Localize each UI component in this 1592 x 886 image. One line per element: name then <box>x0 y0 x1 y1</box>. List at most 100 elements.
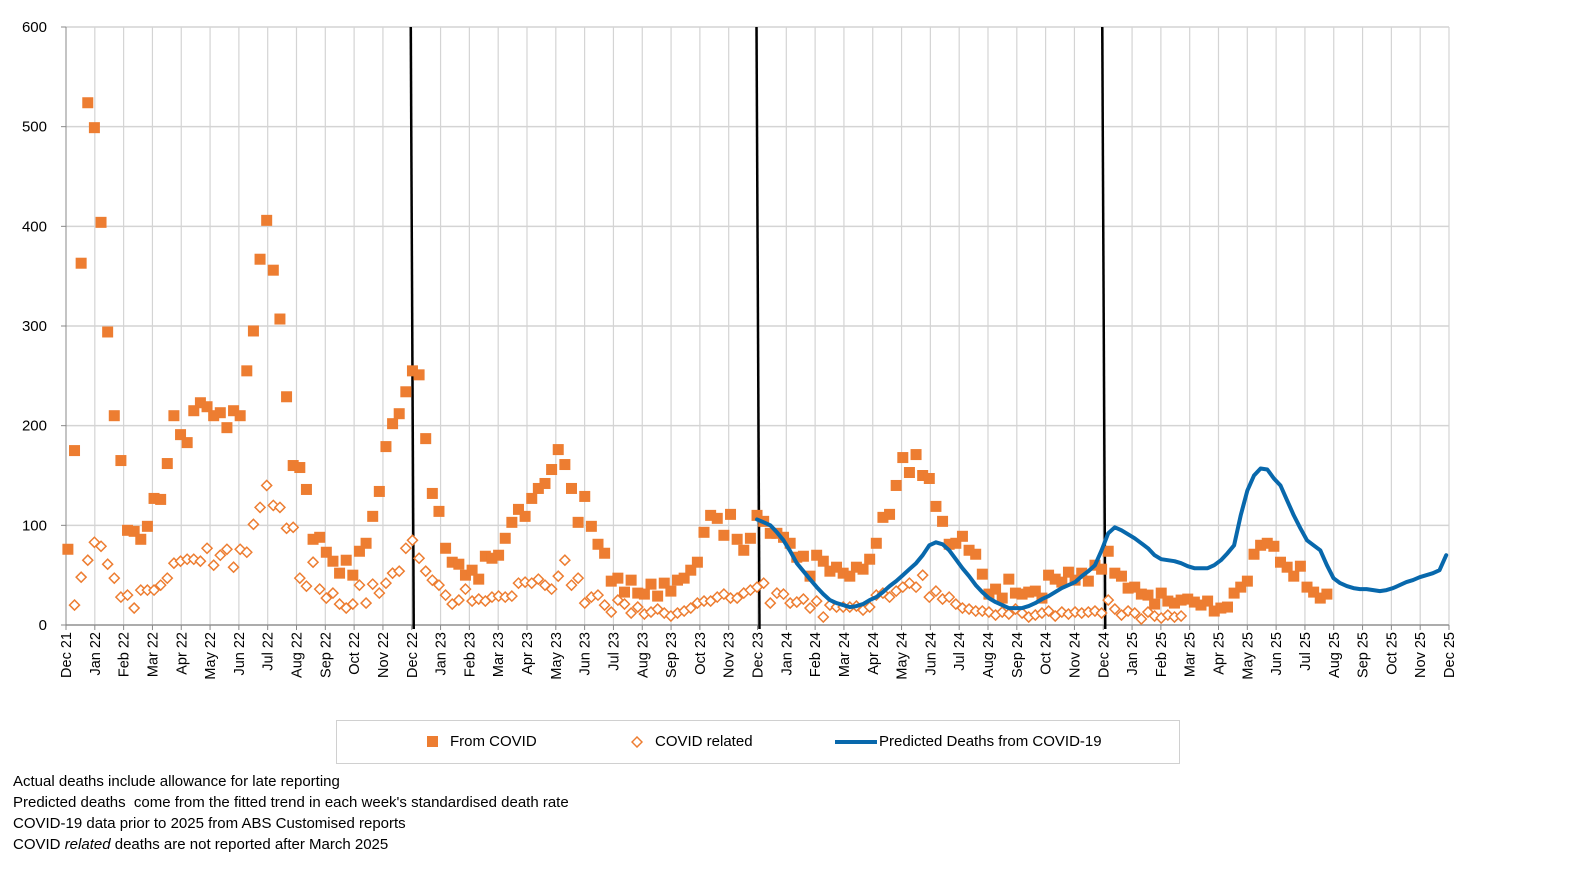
covid-related-point <box>240 546 253 559</box>
covid-related-point <box>313 583 326 596</box>
from-covid-point <box>466 564 478 576</box>
vertical-markers <box>409 26 1107 630</box>
from-covid-point <box>877 511 889 523</box>
covid-related-point <box>618 598 631 611</box>
x-tick-label: Mar 24 <box>837 632 853 677</box>
covid-related-point <box>1141 605 1155 619</box>
from-covid-point <box>685 564 697 576</box>
note-text: deaths are not reported after March 2025 <box>110 836 389 853</box>
x-tick-label: Dec 22 <box>405 632 421 678</box>
from-covid-point <box>744 532 756 544</box>
covid-related-point <box>472 593 485 606</box>
from-covid-point <box>108 410 120 422</box>
from-covid-point <box>824 565 836 577</box>
from-covid-point <box>1062 566 1074 578</box>
chart: 0 100 200 300 400 500 600 Dec 21 Jan 22 Feb 22 Ma… <box>22 19 1458 680</box>
from-covid-point <box>857 563 869 575</box>
from-covid-point <box>459 569 471 581</box>
covid-related-point <box>757 577 770 590</box>
from-covid-point <box>705 509 717 521</box>
covid-related-point <box>75 571 88 584</box>
from-covid-point <box>499 532 511 544</box>
from-covid-point <box>811 549 823 561</box>
covid-related-point <box>439 589 452 602</box>
x-tick-label: Jun 25 <box>1269 632 1285 676</box>
from-covid-point <box>519 510 531 522</box>
covid-related-point <box>863 600 876 614</box>
covid-related-point <box>909 581 923 594</box>
x-tick-label: May 23 <box>549 632 565 680</box>
from-covid-point <box>360 537 372 549</box>
covid-related-point <box>293 572 306 585</box>
from-covid-point <box>1208 605 1220 617</box>
from-covid-point <box>254 253 266 265</box>
legend-item-predicted: Predicted Deaths from COVID-19 <box>835 733 1102 750</box>
covid-related-point <box>1135 612 1148 626</box>
x-tick-label: Jan 25 <box>1125 632 1141 676</box>
from-covid-point <box>387 418 399 430</box>
from-covid-point <box>334 567 346 579</box>
covid-related-point <box>287 521 300 534</box>
from-covid-point <box>1281 561 1293 573</box>
covid-related-point <box>764 597 777 610</box>
from-covid-point <box>976 568 988 580</box>
from-covid-point <box>181 437 193 449</box>
covid-related-point <box>214 549 227 562</box>
from-covid-point <box>128 525 140 537</box>
from-covid-point <box>585 520 597 532</box>
from-covid-point <box>168 410 180 422</box>
x-tick-label: Jun 22 <box>232 632 248 676</box>
from-covid-point <box>1023 586 1035 598</box>
covid-related-point <box>631 600 644 614</box>
x-tick-label: Jan 23 <box>434 632 450 676</box>
from-covid-point <box>897 452 909 464</box>
from-covid-point <box>353 545 365 557</box>
x-tick-label: Sep 22 <box>318 632 334 678</box>
x-axis: Dec 21 Jan 22 Feb 22 Mar 22 Apr 22 May 22 Jun … <box>59 624 1458 680</box>
from-covid-point <box>1149 598 1161 610</box>
x-tick-label: Mar 22 <box>145 632 161 677</box>
from-covid-point <box>446 556 458 568</box>
from-covid-point <box>1096 563 1108 575</box>
from-covid-point <box>281 391 293 403</box>
covid-related-point <box>1055 605 1068 619</box>
covid-related-point <box>393 565 406 578</box>
covid-related-point <box>273 501 286 514</box>
from-covid-point <box>1195 599 1207 611</box>
from-covid-point <box>440 542 452 554</box>
from-covid-point <box>148 492 160 504</box>
covid-related-point <box>1102 594 1115 607</box>
x-tick-label: Nov 24 <box>1067 632 1083 678</box>
from-covid-point <box>1175 594 1187 606</box>
x-tick-label: Apr 23 <box>520 632 536 675</box>
x-tick-label: Oct 22 <box>347 632 363 675</box>
covid-related-point <box>161 572 174 585</box>
x-tick-label: Apr 22 <box>174 632 190 675</box>
from-covid-point <box>1188 596 1200 608</box>
from-covid-point <box>1029 585 1041 597</box>
legend-label: COVID related <box>655 733 753 750</box>
covid-related-point <box>532 573 545 586</box>
from-covid-point <box>619 586 631 598</box>
covid-related-point <box>260 479 273 492</box>
from-covid-point <box>135 533 147 545</box>
plot-area <box>62 97 1449 626</box>
covid-related-point <box>883 591 896 604</box>
from-covid-point <box>1314 592 1326 604</box>
from-covid-point <box>738 544 750 556</box>
from-covid-point <box>850 561 862 573</box>
note-text: COVID <box>13 836 65 853</box>
covid-related-point <box>929 585 942 598</box>
covid-related-point <box>220 543 233 556</box>
covid-related-point <box>1175 609 1188 623</box>
series-covid-related <box>68 479 1188 626</box>
covid-related-point <box>247 518 260 531</box>
from-covid-point <box>751 509 763 521</box>
from-covid-point <box>327 555 339 567</box>
covid-related-point <box>552 570 565 583</box>
covid-related-point <box>373 587 386 600</box>
from-covid-point <box>526 492 538 504</box>
covid-related-point <box>625 606 638 620</box>
y-tick-label: 500 <box>22 119 47 136</box>
x-tick-label: Jan 22 <box>88 632 104 676</box>
